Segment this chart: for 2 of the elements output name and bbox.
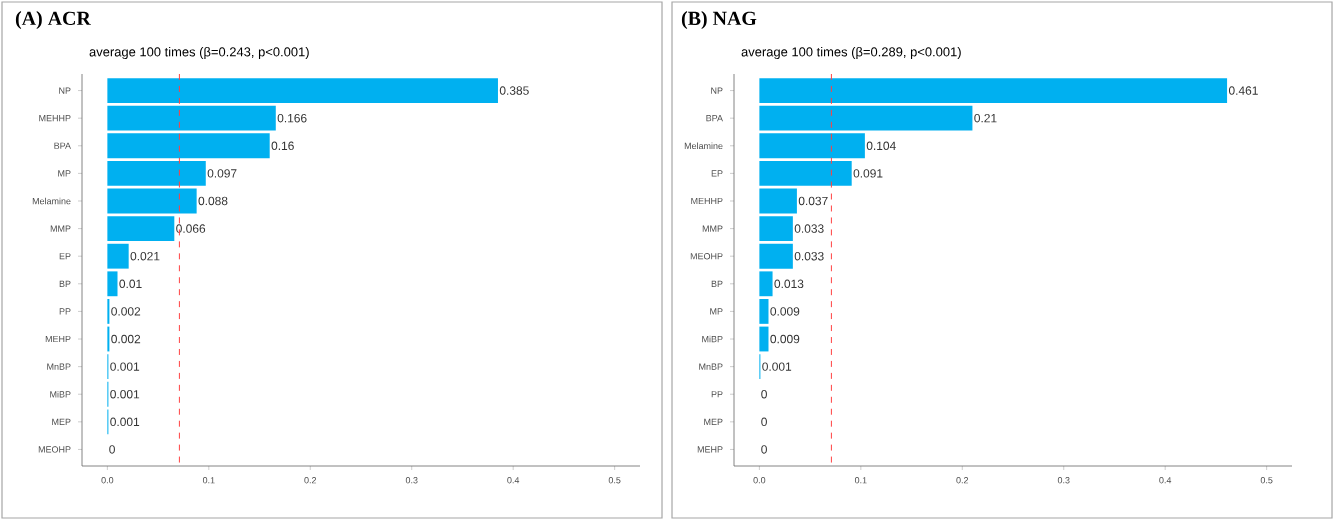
chart-title: (B) NAG bbox=[681, 11, 757, 30]
chart-title: (A) ACR bbox=[15, 11, 92, 30]
